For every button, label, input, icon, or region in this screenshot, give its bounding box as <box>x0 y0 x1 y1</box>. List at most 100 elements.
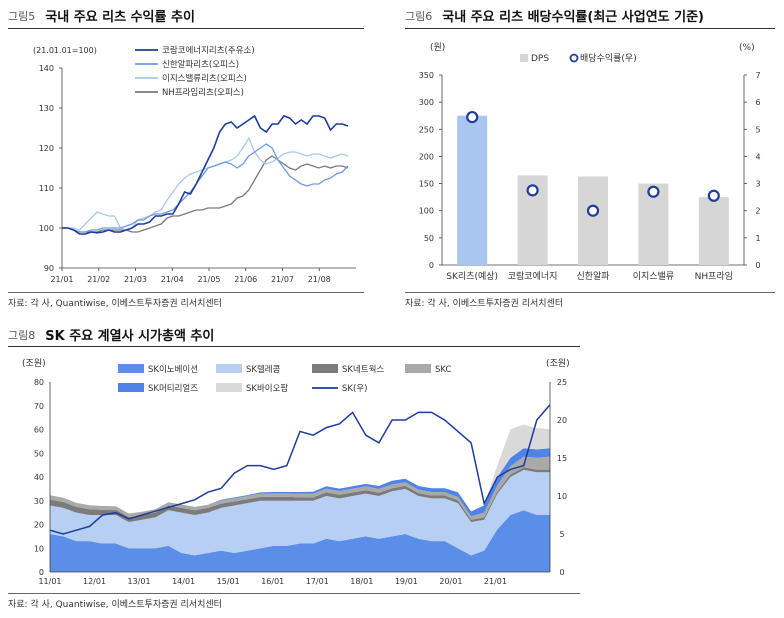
fig8-legend-swatch-4 <box>118 383 144 392</box>
fig8-area-0 <box>50 510 550 572</box>
fig8-left-tick-label: 70 <box>34 402 44 411</box>
fig5-legend-label-3: NH프라임리츠(오피스) <box>162 87 244 98</box>
fig5-bottom-rule <box>8 292 364 293</box>
fig6-left-tick-label: 0 <box>429 261 434 270</box>
fig5-top-rule <box>8 28 364 29</box>
fig6-top-rule <box>405 28 775 29</box>
fig8-x-tick-label: 17/01 <box>306 577 329 586</box>
fig6-left-tick-label: 100 <box>419 207 434 216</box>
fig8-left-tick-label: 40 <box>34 473 44 482</box>
fig5-legend-label-0: 코람코에너지리츠(주유소) <box>162 45 255 56</box>
fig5-y-tick-label: 110 <box>39 184 54 193</box>
fig5-series-line-3 <box>62 155 349 233</box>
fig8-figure-label: 그림8 <box>8 328 36 342</box>
fig6-left-tick-label: 350 <box>419 71 434 80</box>
fig6-x-tick-label: 이지스밸류 <box>633 271 674 282</box>
fig8-x-tick-label: 20/01 <box>439 577 462 586</box>
fig8-area-5 <box>50 424 550 514</box>
fig6-legend-swatch-yield <box>569 53 579 63</box>
fig8-legend-label-6: SK(우) <box>342 384 367 394</box>
fig8-left-tick-label: 60 <box>34 426 44 435</box>
fig5-header: 그림5 국내 주요 리츠 수익률 추이 <box>8 6 195 26</box>
fig5-y-tick-label: 90 <box>44 264 54 273</box>
fig6-legend-label-dps: DPS <box>531 54 549 64</box>
fig5-legend-label-2: 이지스밸류리츠(오피스) <box>162 73 247 84</box>
fig5-legend-label-1: 신한알파리츠(오피스) <box>162 59 239 70</box>
fig6-bar-1 <box>517 175 548 265</box>
fig5-x-tick-label: 21/03 <box>124 275 147 284</box>
fig6-header: 그림6 국내 주요 리츠 배당수익률(최근 사업연도 기준) <box>405 6 705 26</box>
fig5-x-tick-label: 21/07 <box>271 275 294 284</box>
fig8-x-tick-label: 14/01 <box>172 577 195 586</box>
fig5-subtitle: (21.01.01=100) <box>33 46 97 55</box>
fig8-right-tick-label: 25 <box>557 378 567 387</box>
fig6-title: 국내 주요 리츠 배당수익률(최근 사업연도 기준) <box>442 10 705 25</box>
fig8-x-tick-label: 12/01 <box>83 577 106 586</box>
fig6-x-tick-label: 신한알파 <box>576 271 610 282</box>
fig6-bar-0 <box>457 115 488 265</box>
fig6-right-tick-label: 7 <box>755 71 760 80</box>
fig6-yield-marker-0 <box>466 110 479 124</box>
fig5-y-tick-label: 140 <box>39 64 54 73</box>
fig8-x-tick-label: 18/01 <box>350 577 373 586</box>
fig8-legend-swatch-1 <box>216 364 242 373</box>
fig8-right-tick-label: 5 <box>559 530 564 539</box>
fig5-series-line-0 <box>62 114 349 235</box>
fig5-y-tick-label: 130 <box>39 104 54 113</box>
fig5-y-tick-label: 120 <box>39 144 54 153</box>
fig8-left-tick-label: 50 <box>34 449 44 458</box>
fig8-left-tick-label: 0 <box>39 568 44 577</box>
fig8-left-tick-label: 10 <box>34 544 44 553</box>
fig8-left-tick-label: 30 <box>34 497 44 506</box>
fig6-right-tick-label: 0 <box>755 261 760 270</box>
fig8-legend-swatch-0 <box>118 364 144 373</box>
fig8-x-tick-label: 21/01 <box>484 577 507 586</box>
fig6-right-tick-label: 6 <box>755 98 760 107</box>
fig8-ylabel-right: (조원) <box>546 358 570 369</box>
fig6-bar-3 <box>638 183 669 265</box>
fig8-top-rule <box>8 346 580 347</box>
fig6-right-tick-label: 3 <box>755 180 760 189</box>
fig8-bottom-rule <box>8 593 580 594</box>
fig8-legend-label-0: SK이노베이션 <box>148 364 198 375</box>
fig6-ylabel-left: (원) <box>430 42 445 53</box>
fig8-right-tick-label: 15 <box>557 454 567 463</box>
fig8-area-2 <box>50 467 550 523</box>
fig6-legend-swatch-dps <box>520 54 528 62</box>
fig6-right-tick-label: 4 <box>755 152 760 161</box>
fig8-legend-label-4: SK머티리얼즈 <box>148 383 198 394</box>
fig6-source: 자료: 각 사, 이베스트투자증권 리서치센터 <box>405 299 564 309</box>
fig6-bottom-rule <box>405 292 775 293</box>
fig6-left-tick-label: 300 <box>419 98 434 107</box>
fig8-x-tick-label: 13/01 <box>128 577 151 586</box>
fig5-x-tick-label: 21/01 <box>50 275 73 284</box>
fig8-left-tick-label: 20 <box>34 521 44 530</box>
fig6-left-tick-label: 250 <box>419 125 434 134</box>
fig5-x-tick-label: 21/05 <box>197 275 220 284</box>
fig8-header: 그림8 SK 주요 계열사 시가총액 추이 <box>8 325 215 345</box>
fig6-legend-label-yield: 배당수익률(우) <box>580 52 637 64</box>
fig8-x-tick-label: 15/01 <box>217 577 240 586</box>
fig5-x-tick-label: 21/02 <box>87 275 110 284</box>
fig6-right-tick-label: 1 <box>755 234 760 243</box>
fig8-legend-label-3: SKC <box>435 365 452 375</box>
fig8-right-tick-label: 20 <box>557 416 567 425</box>
fig6-left-tick-label: 150 <box>419 180 434 189</box>
fig8-source: 자료: 각 사, Quantiwise, 이베스트투자증권 리서치센터 <box>8 600 222 610</box>
fig8-title: SK 주요 계열사 시가총액 추이 <box>45 329 215 344</box>
fig8-area-4 <box>50 448 550 517</box>
fig5-series-line-2 <box>62 136 349 231</box>
fig8-x-tick-label: 16/01 <box>261 577 284 586</box>
fig8-line-6 <box>49 404 551 535</box>
fig6-bar-2 <box>578 176 608 265</box>
fig6-left-tick-label: 50 <box>424 234 434 243</box>
fig6-yield-marker-1 <box>526 184 539 197</box>
fig8-left-tick-label: 80 <box>34 378 44 387</box>
fig8-ylabel-left: (조원) <box>22 358 46 369</box>
fig6-right-tick-label: 5 <box>755 125 760 134</box>
fig6-x-tick-label: 코람코에너지 <box>508 270 558 282</box>
fig5-source: 자료: 각 사, Quantiwise, 이베스트투자증권 리서치센터 <box>8 299 222 309</box>
